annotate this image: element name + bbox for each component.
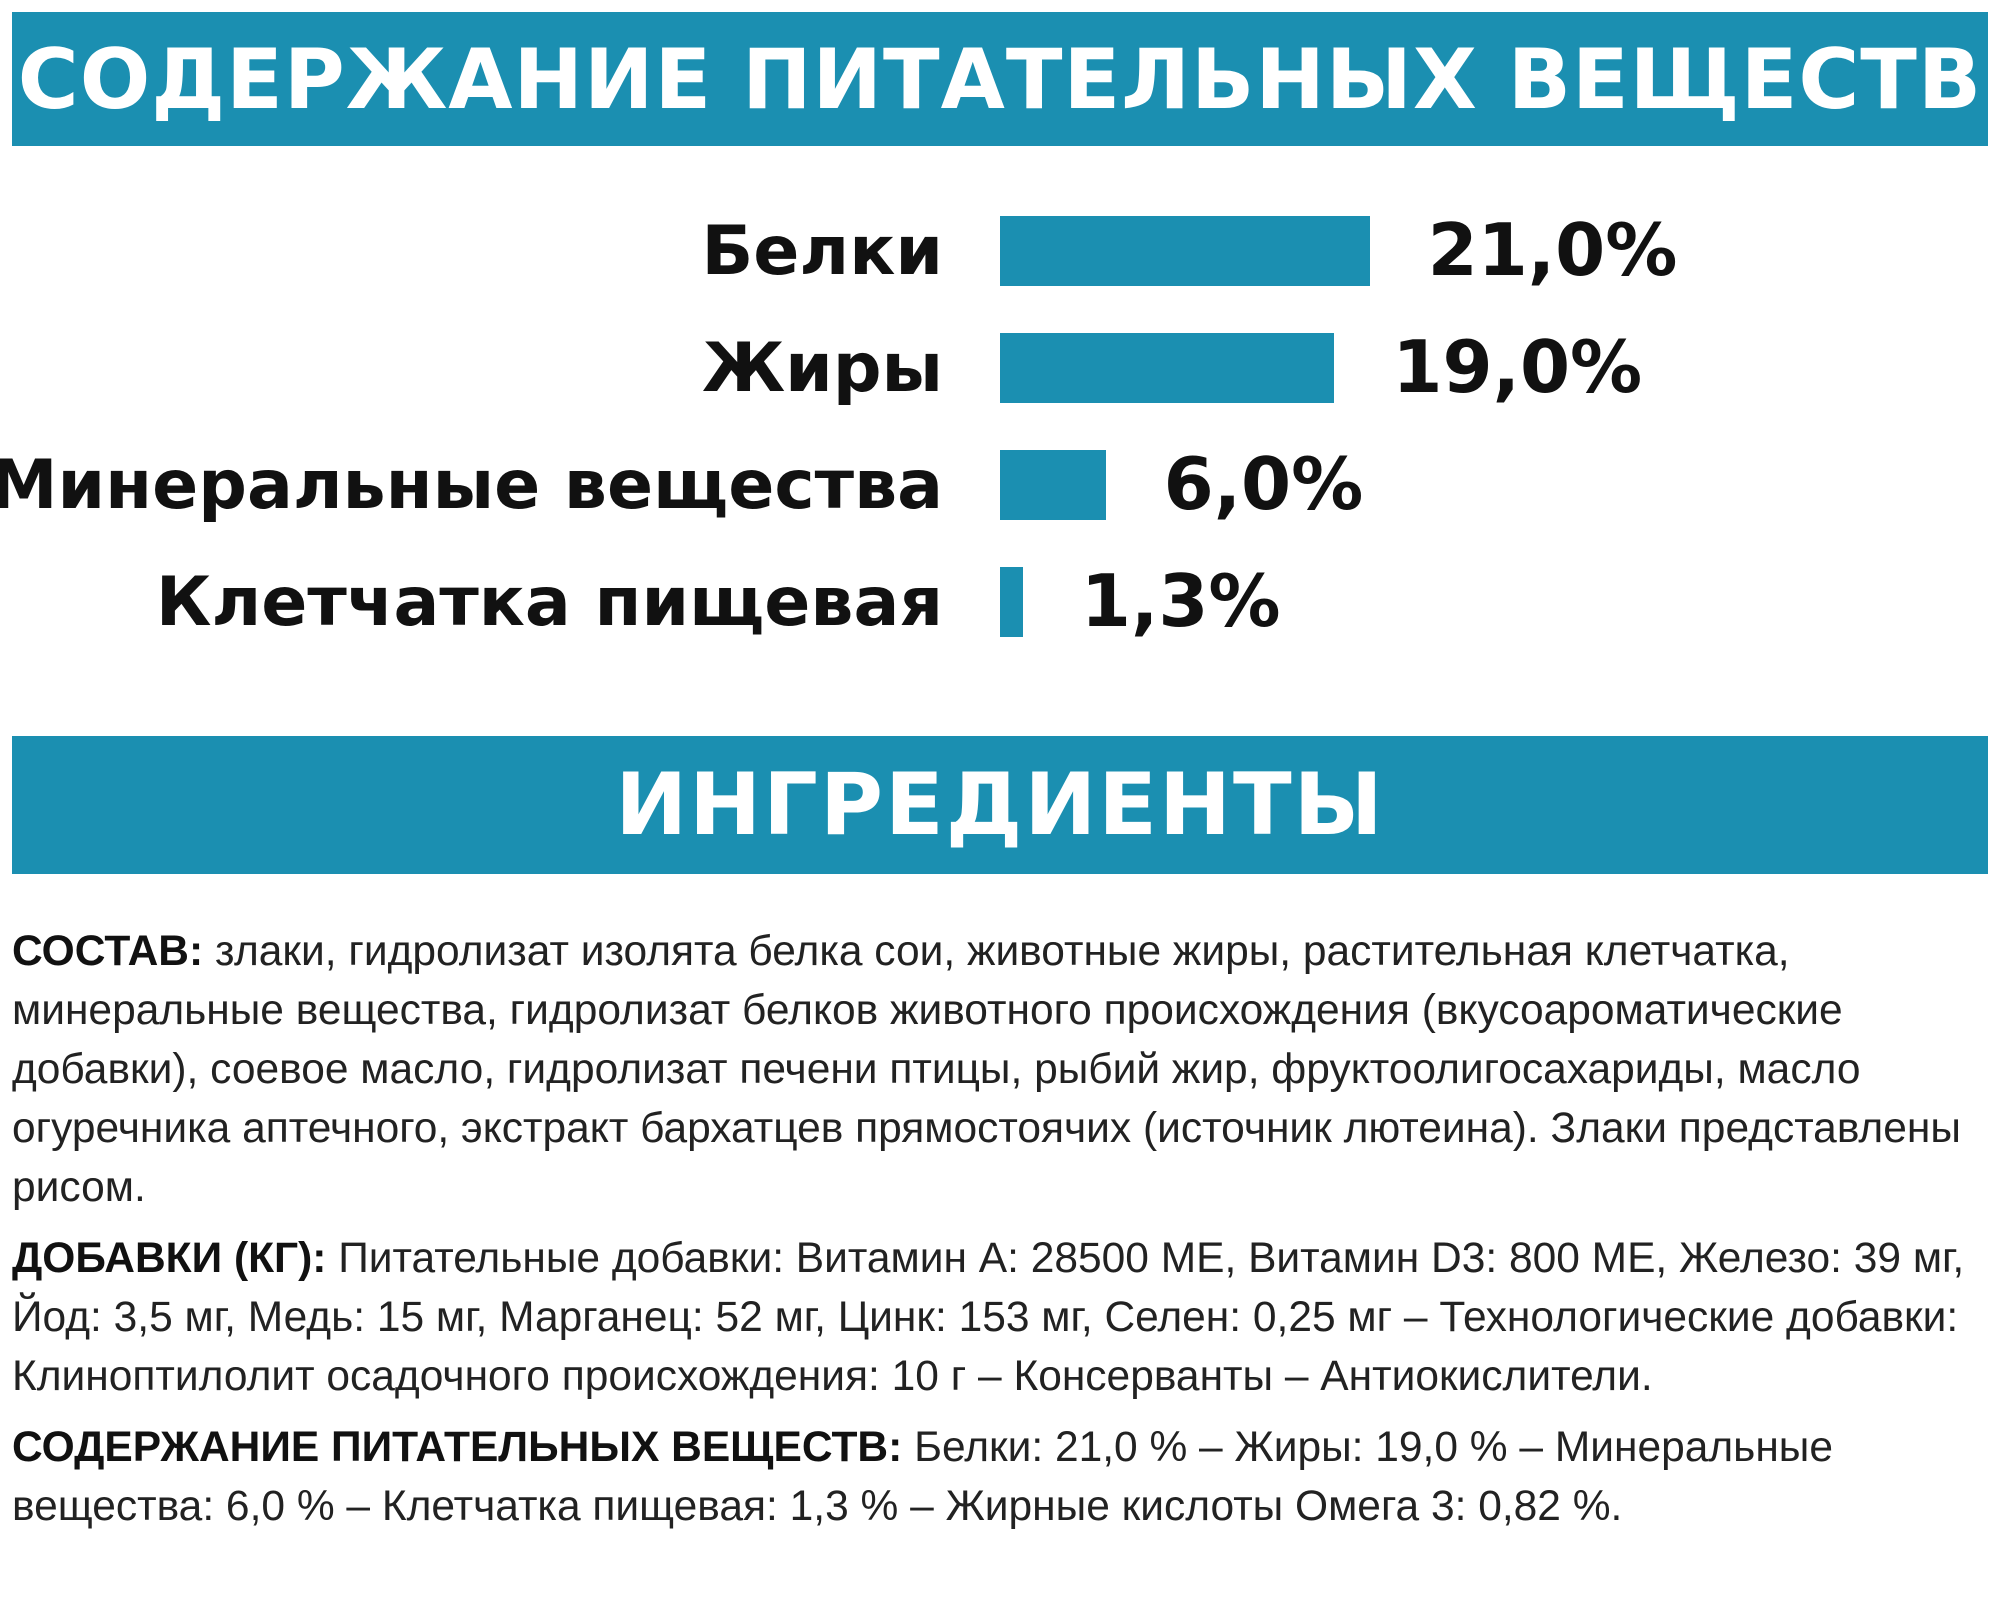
- ingredients-section: СОСТАВ: злаки, гидролизат изолята белка …: [12, 922, 1988, 1548]
- ingredients-header: ИНГРЕДИЕНТЫ: [12, 736, 1988, 874]
- bar: [1000, 216, 1370, 286]
- additives-label: ДОБАВКИ (КГ):: [12, 1235, 327, 1282]
- category-label: Минеральные вещества: [0, 446, 943, 525]
- nutrient-content-header: СОДЕРЖАНИЕ ПИТАТЕЛЬНЫХ ВЕЩЕСТВ: [12, 12, 1988, 146]
- nutrient-summary-text: Белки: 21,0 % – Жиры: 19,0 % – Минеральн…: [12, 1424, 1833, 1530]
- value-label: 19,0%: [1392, 325, 1643, 409]
- bar: [1000, 333, 1335, 403]
- additives-paragraph: ДОБАВКИ (КГ): Питательные добавки: Витам…: [12, 1229, 1988, 1406]
- composition-label: СОСТАВ:: [12, 928, 204, 975]
- composition-paragraph: СОСТАВ: злаки, гидролизат изолята белка …: [12, 922, 1988, 1217]
- category-label: Жиры: [701, 329, 943, 408]
- value-label: 21,0%: [1427, 208, 1678, 292]
- bar: [1000, 450, 1106, 520]
- composition-text: злаки, гидролизат изолята белка сои, жив…: [12, 928, 1961, 1211]
- nutrient-summary-paragraph: СОДЕРЖАНИЕ ПИТАТЕЛЬНЫХ ВЕЩЕСТВ: Белки: 2…: [12, 1418, 1988, 1536]
- nutrient-bar-chart: Белки 21,0% Жиры 19,0% Минеральные вещества 6…: [0, 200, 2000, 660]
- value-label: 1,3%: [1080, 559, 1281, 643]
- bar: [1000, 567, 1023, 637]
- additives-text: Питательные добавки: Витамин А: 28500 МЕ…: [12, 1235, 1965, 1400]
- value-label: 6,0%: [1163, 442, 1364, 526]
- category-label: Клетчатка пищевая: [155, 563, 943, 642]
- category-label: Белки: [701, 212, 943, 291]
- nutrient-summary-label: СОДЕРЖАНИЕ ПИТАТЕЛЬНЫХ ВЕЩЕСТВ:: [12, 1424, 903, 1471]
